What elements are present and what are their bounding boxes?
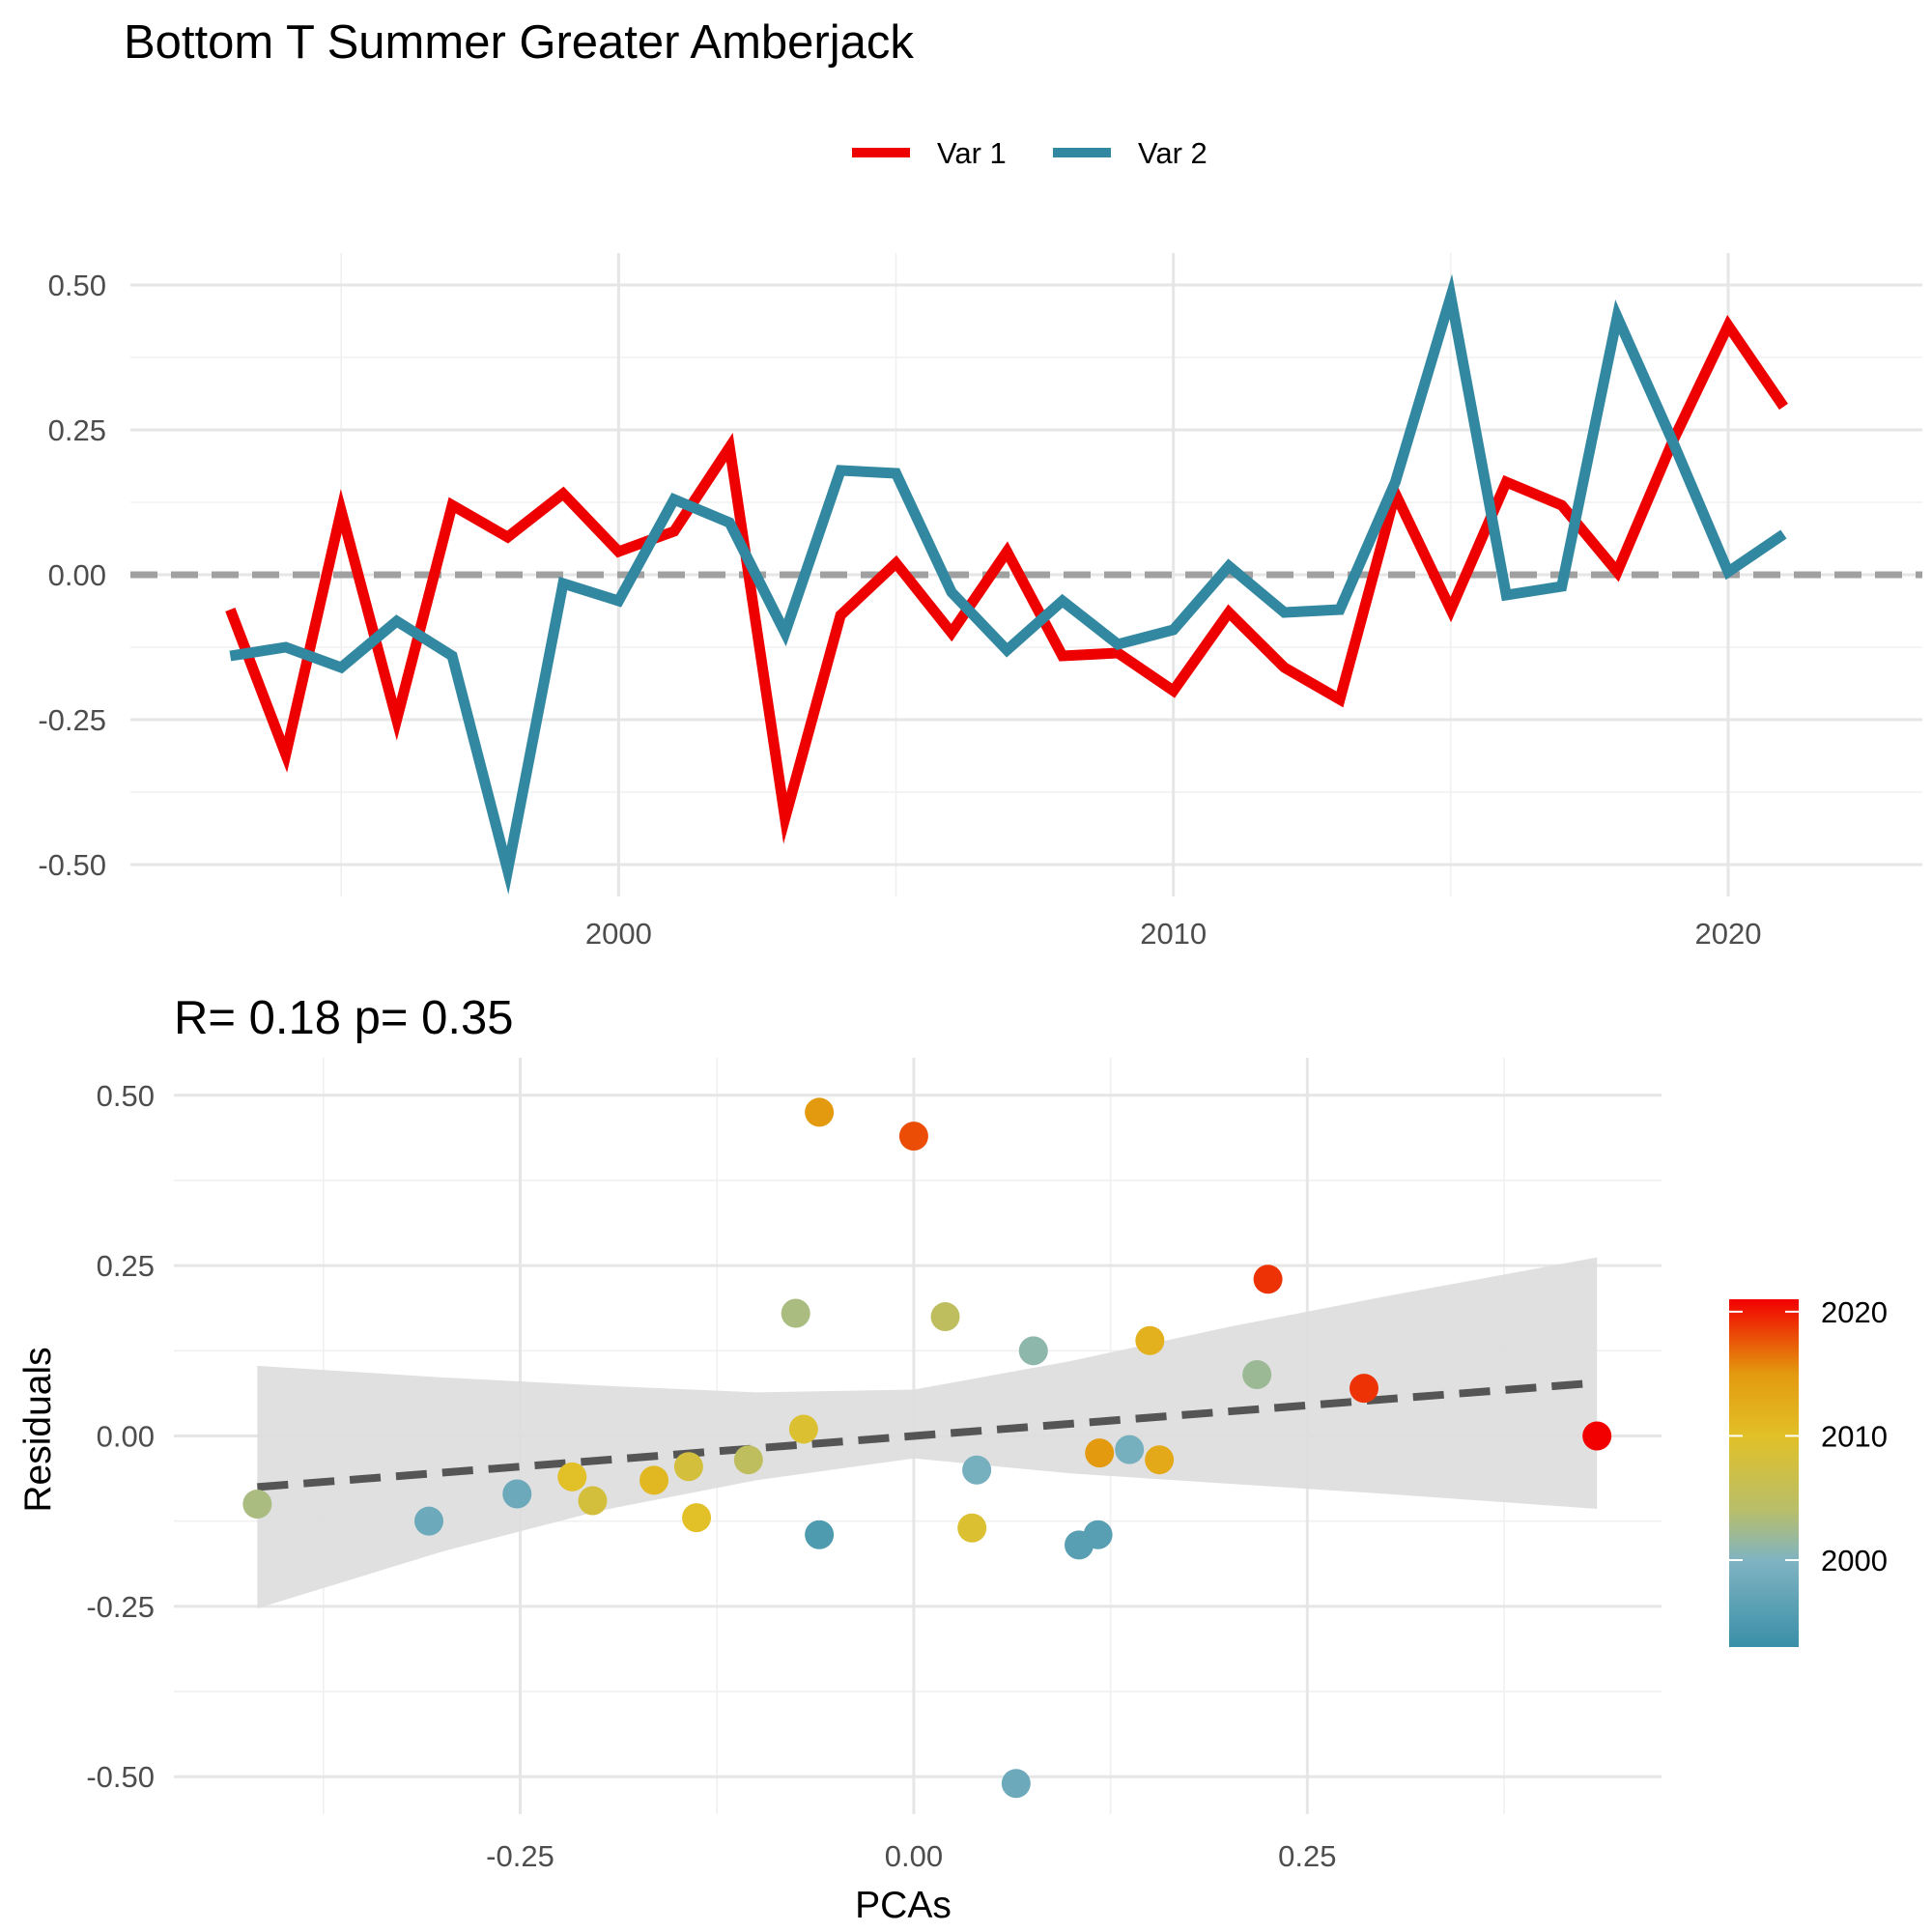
colorbar-ticks: 2000 2010 2020: [1729, 1295, 1888, 1577]
scatter-point: [733, 1445, 763, 1475]
y-tick-label: -0.25: [86, 1590, 155, 1624]
regression-line: [257, 1378, 1598, 1492]
time-series-panel: -0.50 -0.25 0.00 0.25 0.50 2000 2010 2020: [38, 253, 1922, 951]
scatter-point: [557, 1462, 587, 1492]
x-tick-label: 0.00: [885, 1839, 943, 1873]
y-tick-label: 0.50: [97, 1079, 155, 1113]
scatter-point: [930, 1302, 960, 1332]
scatter-point: [414, 1506, 443, 1536]
y-tick-label: 0.25: [48, 413, 106, 447]
scatter-y-ticks: -0.50 -0.25 0.00 0.25 0.50: [86, 1079, 155, 1794]
y-tick-label: -0.25: [38, 703, 106, 737]
scatter-point: [242, 1490, 272, 1520]
scatter-point: [639, 1465, 669, 1495]
scatter-point: [1145, 1445, 1175, 1475]
scatter-point: [957, 1513, 987, 1543]
scatter-points: [242, 1097, 1612, 1799]
scatter-point: [1085, 1438, 1115, 1468]
scatter-point: [788, 1414, 818, 1444]
scatter-point: [1242, 1360, 1272, 1390]
regression-line-dashed: [257, 1378, 1598, 1492]
series-line-var2: [229, 273, 1787, 895]
series-line-var1: [225, 315, 1788, 844]
time-series-y-ticks: -0.50 -0.25 0.00 0.25 0.50: [38, 269, 106, 882]
y-tick-label: 0.00: [97, 1420, 155, 1454]
scatter-point: [682, 1503, 712, 1533]
colorbar-gradient: [1729, 1299, 1799, 1647]
colorbar: 2000 2010 2020: [1729, 1295, 1888, 1647]
scatter-point: [1115, 1435, 1145, 1464]
scatter-point: [805, 1520, 835, 1549]
time-series-lines: [225, 273, 1788, 895]
scatter-subtitle: R= 0.18 p= 0.35: [174, 992, 513, 1044]
scatter-point: [578, 1486, 608, 1516]
scatter-point: [898, 1122, 928, 1151]
scatter-panel: -0.50 -0.25 0.00 0.25 0.50 -0.25 0.00 0.25: [86, 1058, 1662, 1873]
legend-label-var1: Var 1: [937, 136, 1007, 170]
scatter-point: [1253, 1264, 1283, 1294]
scatter-point: [781, 1298, 810, 1328]
colorbar-label: 2000: [1821, 1544, 1888, 1577]
legend: Var 1 Var 2: [852, 136, 1208, 170]
scatter-point: [1083, 1520, 1113, 1549]
scatter-point: [805, 1097, 835, 1127]
x-tick-label: 2010: [1140, 917, 1207, 951]
scatter-point: [1001, 1769, 1031, 1799]
x-tick-label: 2020: [1695, 917, 1762, 951]
y-tick-label: 0.00: [48, 558, 106, 592]
scatter-point: [1582, 1421, 1612, 1451]
scatter-point: [1135, 1325, 1165, 1355]
y-tick-label: 0.25: [97, 1249, 155, 1283]
colorbar-label: 2010: [1821, 1419, 1888, 1453]
scatter-point: [1350, 1374, 1378, 1404]
x-tick-label: -0.25: [486, 1839, 554, 1873]
scatter-point: [502, 1479, 532, 1509]
y-tick-label: -0.50: [86, 1760, 155, 1794]
y-tick-label: -0.50: [38, 848, 106, 882]
x-tick-label: 0.25: [1278, 1839, 1336, 1873]
figure-title: Bottom T Summer Greater Amberjack: [124, 16, 914, 69]
x-tick-label: 2000: [585, 917, 652, 951]
scatter-point: [673, 1452, 703, 1482]
y-axis-title: Residuals: [17, 1347, 59, 1512]
y-tick-label: 0.50: [48, 269, 106, 302]
scatter-point: [962, 1455, 992, 1485]
x-axis-title: PCAs: [855, 1885, 952, 1926]
colorbar-label: 2020: [1821, 1295, 1888, 1329]
scatter-x-ticks: -0.25 0.00 0.25: [486, 1839, 1336, 1873]
scatter-point: [1018, 1336, 1048, 1366]
legend-label-var2: Var 2: [1138, 136, 1208, 170]
time-series-x-ticks: 2000 2010 2020: [585, 917, 1762, 951]
